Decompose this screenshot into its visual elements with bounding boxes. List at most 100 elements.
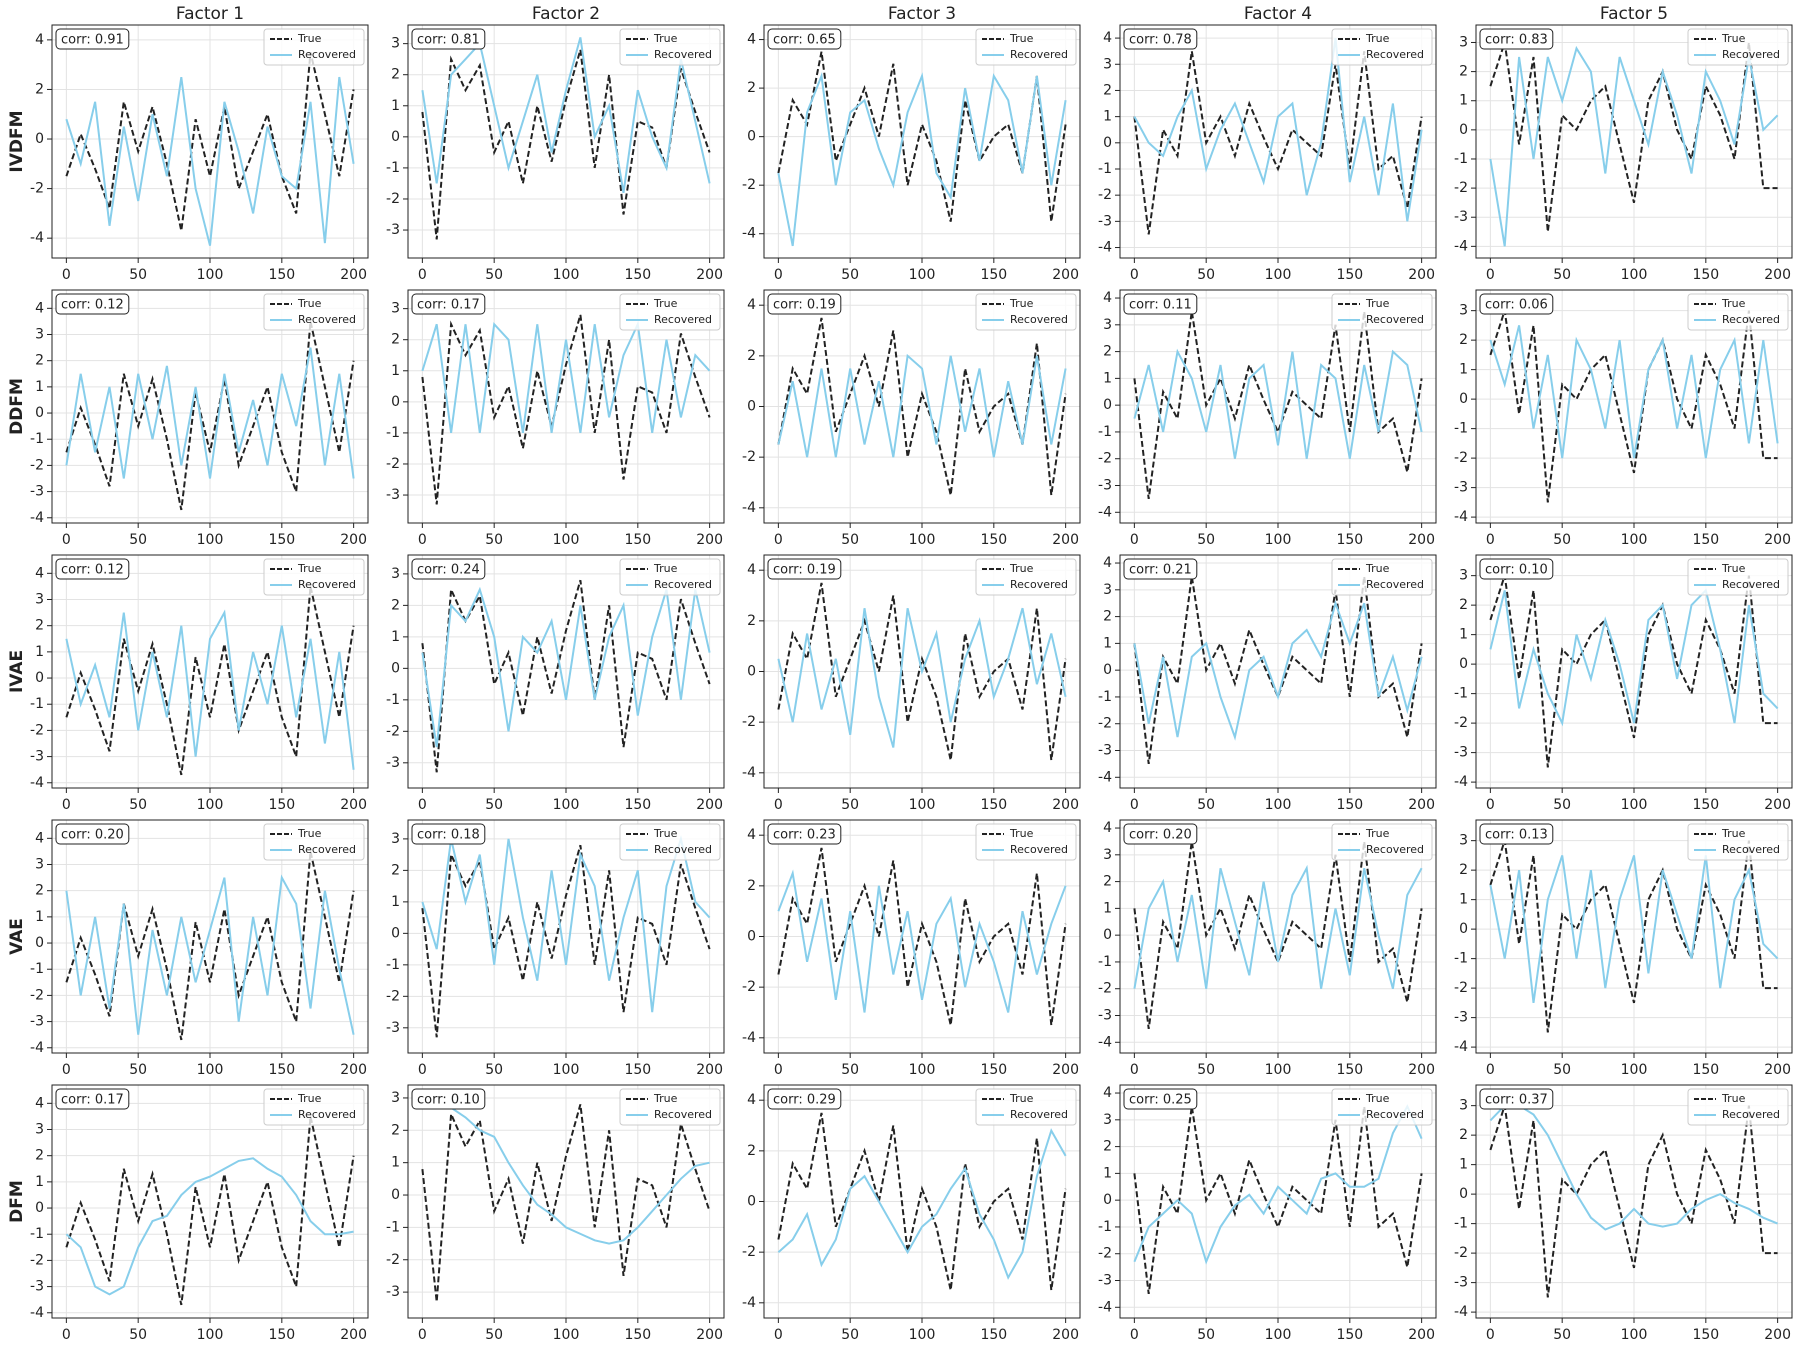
y-tick-label: -3 bbox=[1098, 1008, 1112, 1024]
annotation-box bbox=[55, 823, 130, 845]
annotation-box bbox=[1479, 293, 1554, 315]
x-tick-label: 150 bbox=[980, 797, 1007, 813]
axes-frame bbox=[1119, 24, 1437, 259]
x-tick-label: 0 bbox=[418, 1327, 427, 1343]
legend-label: True bbox=[1009, 1092, 1034, 1105]
y-tick-label: -1 bbox=[386, 160, 400, 176]
x-tick-label: 0 bbox=[418, 1062, 427, 1078]
legend-label: True bbox=[1365, 562, 1390, 575]
legend-label: True bbox=[1009, 562, 1034, 575]
axes-frame bbox=[407, 24, 725, 259]
y-tick-label: 1 bbox=[391, 363, 400, 379]
y-tick-label: -2 bbox=[1098, 187, 1112, 203]
annotation-box bbox=[411, 1088, 486, 1110]
y-tick-label: 1 bbox=[391, 98, 400, 114]
annotation: corr: 0.78 bbox=[1129, 33, 1192, 48]
panel: -4 -3 -2 -1 0 1 2 3 4 0 50 100 150 200 DDFM corr: 0.12 T… bbox=[7, 289, 369, 548]
series-line bbox=[777, 72, 1067, 247]
y-tick-label: 4 bbox=[1103, 555, 1112, 571]
annotation-box bbox=[767, 558, 842, 580]
x-tick-label: 200 bbox=[1764, 797, 1791, 813]
legend-label: True bbox=[1009, 297, 1034, 310]
y-tick-label: -4 bbox=[1454, 1304, 1468, 1320]
x-tick-label: 50 bbox=[1197, 532, 1215, 548]
y-tick-label: 1 bbox=[1459, 1157, 1468, 1173]
y-tick-label: -1 bbox=[1098, 1219, 1112, 1235]
panel: -4 -3 -2 -1 0 1 2 3 4 0 50 100 150 200 corr: 0.21 True R… bbox=[1098, 554, 1437, 813]
y-tick-label: 3 bbox=[391, 566, 400, 582]
x-tick-label: 0 bbox=[62, 1327, 71, 1343]
legend-label: True bbox=[1365, 32, 1390, 45]
y-tick-label: -3 bbox=[30, 1014, 44, 1030]
x-tick-label: 50 bbox=[841, 1062, 859, 1078]
x-tick-label: 200 bbox=[340, 532, 367, 548]
axes-frame bbox=[1475, 289, 1793, 524]
y-tick-label: 0 bbox=[35, 1200, 44, 1216]
row-label: DFM bbox=[7, 1180, 27, 1223]
y-tick-label: -4 bbox=[742, 1295, 756, 1311]
x-tick-label: 150 bbox=[1336, 532, 1363, 548]
x-tick-label: 100 bbox=[909, 1327, 936, 1343]
y-tick-label: -2 bbox=[1454, 980, 1468, 996]
x-tick-label: 100 bbox=[1621, 267, 1648, 283]
y-tick-label: -4 bbox=[742, 1030, 756, 1046]
y-tick-label: 4 bbox=[35, 1095, 44, 1111]
panel: -4 -3 -2 -1 0 1 2 3 4 0 50 100 150 200 DFM corr: 0.17 Tr… bbox=[7, 1084, 369, 1343]
annotation: corr: 0.06 bbox=[1485, 298, 1548, 313]
axes-frame bbox=[51, 819, 369, 1054]
series-line bbox=[65, 52, 355, 231]
series-line bbox=[1489, 42, 1778, 232]
y-tick-label: 3 bbox=[1459, 833, 1468, 849]
y-tick-label: 4 bbox=[1103, 820, 1112, 836]
annotation: corr: 0.11 bbox=[1129, 298, 1192, 313]
y-tick-label: 1 bbox=[1103, 109, 1112, 125]
x-tick-label: 0 bbox=[1486, 1327, 1495, 1343]
y-tick-label: 0 bbox=[1103, 662, 1112, 678]
y-tick-label: 2 bbox=[1459, 1127, 1468, 1143]
y-tick-label: 1 bbox=[35, 644, 44, 660]
annotation-box bbox=[411, 293, 486, 315]
y-tick-label: -1 bbox=[1454, 151, 1468, 167]
annotation-box bbox=[1479, 823, 1554, 845]
y-tick-label: 1 bbox=[1103, 1165, 1112, 1181]
x-tick-label: 50 bbox=[841, 1327, 859, 1343]
x-tick-label: 100 bbox=[909, 267, 936, 283]
annotation: corr: 0.10 bbox=[1485, 563, 1548, 578]
y-tick-label: 1 bbox=[1459, 93, 1468, 109]
legend-label: True bbox=[297, 32, 322, 45]
x-tick-label: 50 bbox=[129, 1062, 147, 1078]
y-tick-label: -3 bbox=[386, 755, 400, 771]
series-line bbox=[777, 869, 1067, 1013]
x-tick-label: 50 bbox=[1197, 1327, 1215, 1343]
x-tick-label: 0 bbox=[1130, 1062, 1139, 1078]
y-tick-label: 2 bbox=[1103, 1139, 1112, 1155]
x-tick-label: 50 bbox=[1553, 1327, 1571, 1343]
legend-label: Recovered bbox=[1010, 1108, 1068, 1121]
y-tick-label: 3 bbox=[391, 301, 400, 317]
x-tick-label: 0 bbox=[1486, 267, 1495, 283]
y-tick-label: 1 bbox=[1459, 362, 1468, 378]
x-tick-label: 150 bbox=[980, 267, 1007, 283]
x-tick-label: 100 bbox=[553, 797, 580, 813]
y-tick-label: 1 bbox=[1459, 627, 1468, 643]
x-tick-label: 200 bbox=[1052, 1327, 1079, 1343]
y-tick-label: 2 bbox=[747, 348, 756, 364]
y-tick-label: 3 bbox=[35, 857, 44, 873]
y-tick-label: 3 bbox=[1459, 34, 1468, 50]
x-tick-label: 100 bbox=[553, 1327, 580, 1343]
annotation-box bbox=[767, 293, 842, 315]
y-tick-label: 4 bbox=[747, 297, 756, 313]
legend-label: Recovered bbox=[298, 1108, 356, 1121]
series-line bbox=[65, 586, 355, 776]
x-tick-label: 0 bbox=[62, 267, 71, 283]
panel: -4 -2 0 2 4 0 50 100 150 200 Factor 1 IVDFM corr: 0.… bbox=[7, 4, 369, 283]
y-tick-label: -3 bbox=[1098, 478, 1112, 494]
series-line bbox=[777, 1112, 1067, 1291]
x-tick-label: 100 bbox=[553, 532, 580, 548]
legend-label: True bbox=[297, 562, 322, 575]
panel: -4 -3 -2 -1 0 1 2 3 0 50 100 150 200 corr: 0.37 True Re… bbox=[1454, 1084, 1793, 1343]
legend-label: Recovered bbox=[654, 1108, 712, 1121]
y-tick-label: 4 bbox=[1103, 290, 1112, 306]
panel: -4 -2 0 2 4 0 50 100 150 200 Factor 3 corr: 0.65 Tru… bbox=[742, 4, 1081, 283]
y-tick-label: -3 bbox=[1098, 213, 1112, 229]
